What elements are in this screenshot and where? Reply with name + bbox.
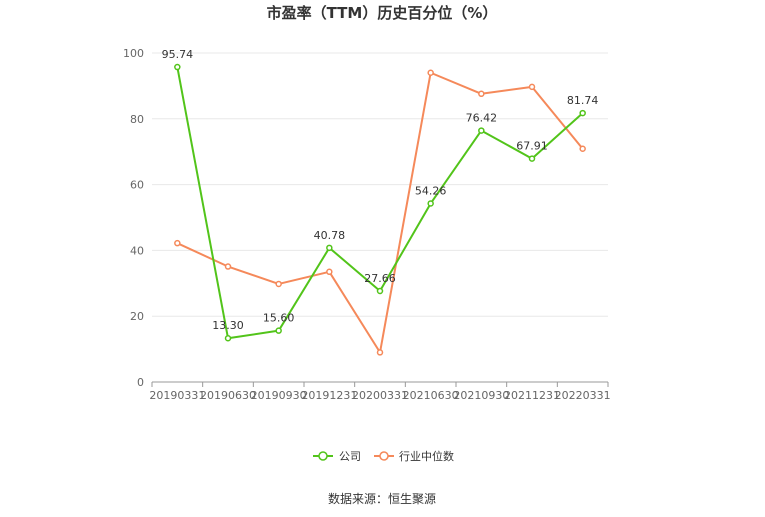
series-1-point (579, 145, 586, 152)
y-tick-label: 40 (130, 244, 144, 257)
data-label: 13.30 (212, 319, 244, 332)
x-tick-label: 20190630 (200, 389, 256, 402)
series-1-point (275, 280, 282, 288)
x-tick-label: 20220331 (555, 389, 611, 402)
chart-title: 市盈率（TTM）历史百分位（%） (267, 4, 498, 22)
y-tick-label: 100 (123, 47, 144, 60)
series-0-point (376, 287, 384, 295)
data-label: 95.74 (162, 48, 194, 61)
series-layer (174, 63, 586, 356)
source-note: 数据来源：恒生聚源 (328, 491, 436, 506)
legend-swatch-marker (379, 451, 389, 461)
series-0-point (326, 244, 333, 252)
legend[interactable]: 公司 行业中位数 (313, 449, 454, 463)
x-tick-label: 20210930 (453, 389, 509, 402)
series-1-point (478, 90, 485, 98)
data-label: 81.74 (567, 94, 599, 107)
axes: 0 20 40 60 80 100 2019033120190630201909302019… (123, 47, 611, 402)
legend-label: 公司 (339, 450, 361, 463)
series-line-0 (176, 66, 584, 340)
x-tick-label: 20200331 (352, 389, 408, 402)
data-label: 27.66 (364, 272, 396, 285)
data-label: 67.91 (516, 140, 548, 153)
series-0-point (275, 327, 282, 334)
legend-item-1[interactable]: 行业中位数 (374, 449, 454, 463)
y-tick-label: 0 (137, 376, 144, 389)
series-1-point (174, 239, 181, 247)
grid-lines (152, 52, 608, 317)
data-labels: 95.74 13.30 15.60 40.78 27.66 54.26 76.42 67.91… (162, 48, 599, 332)
series-0-point (528, 155, 536, 162)
series-1-point (528, 83, 536, 91)
data-label: 40.78 (314, 229, 346, 242)
legend-swatch-marker (318, 451, 328, 461)
series-0-point (478, 127, 485, 134)
x-tick-label: 20190331 (149, 389, 205, 402)
x-tick-label: 20190930 (251, 389, 307, 402)
series-1-point (376, 349, 384, 356)
data-label: 76.42 (466, 112, 498, 125)
x-tick-label: 20191231 (301, 389, 357, 402)
y-tick-label: 80 (130, 113, 144, 126)
x-tick-label: 20211231 (504, 389, 560, 402)
series-line-1 (176, 71, 584, 354)
series-0-point (427, 200, 434, 207)
legend-item-0[interactable]: 公司 (313, 450, 361, 463)
series-1-point (224, 263, 232, 270)
series-0-point (224, 334, 232, 342)
data-label: 54.26 (415, 184, 447, 197)
x-tick-label: 20210630 (403, 389, 459, 402)
data-label: 15.60 (263, 312, 295, 325)
y-tick-label: 60 (130, 179, 144, 192)
series-0-point (174, 63, 181, 71)
series-0-point (579, 109, 586, 117)
legend-label: 行业中位数 (399, 449, 454, 463)
y-tick-label: 20 (130, 310, 144, 323)
series-1-point (326, 268, 333, 276)
series-1-point (427, 69, 434, 76)
